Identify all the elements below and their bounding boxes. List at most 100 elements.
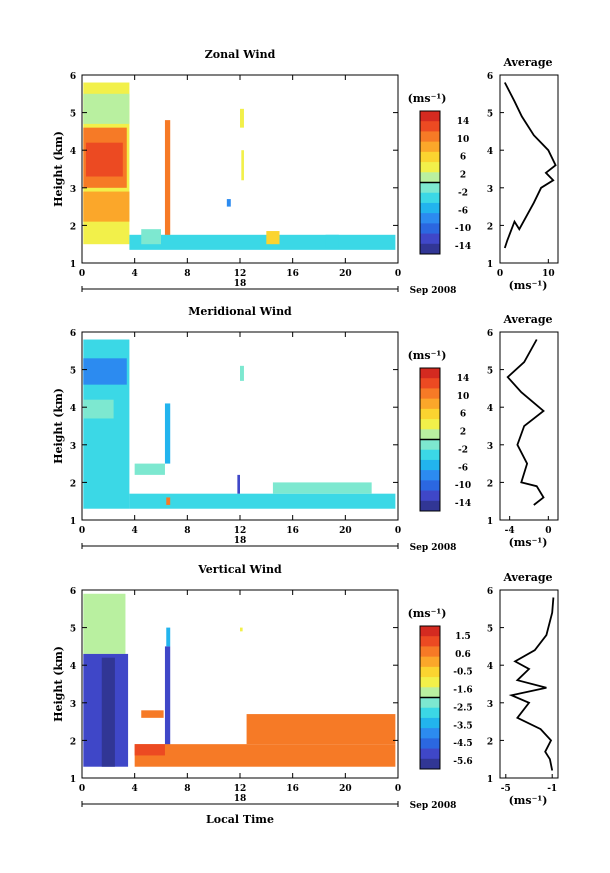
profile-frame — [499, 331, 559, 521]
profile-title: Average — [502, 571, 552, 584]
data-cell — [241, 150, 244, 181]
data-cell — [83, 399, 114, 419]
y-tick-label: 6 — [70, 329, 76, 339]
profile-x-tick-label: -4 — [505, 526, 515, 536]
colorbar-tick-label: 0.6 — [455, 650, 471, 660]
colorbar-tick-label: -5.6 — [453, 757, 472, 767]
data-cell — [83, 593, 126, 654]
data-cell — [166, 627, 171, 647]
x-tick-label: 0 — [79, 784, 85, 794]
colorbar-swatch — [420, 368, 440, 379]
colorbar-swatch — [420, 490, 440, 502]
y-axis-label: Height (km) — [52, 388, 65, 464]
profile-x-label: (ms⁻¹) — [509, 536, 548, 549]
panel-title: Meridional Wind — [188, 305, 292, 318]
colorbar-swatch — [420, 480, 440, 492]
colorbar-swatch — [420, 687, 440, 698]
profile-x-tick-label: 0 — [497, 269, 503, 279]
x-tick-label: 16 — [286, 269, 299, 279]
colorbar-swatch — [420, 121, 440, 132]
data-cell — [83, 93, 130, 124]
x-tick-label: 16 — [286, 784, 299, 794]
y-tick-label: 2 — [70, 737, 76, 747]
x-tick-label: 0 — [395, 269, 401, 279]
data-cell — [141, 229, 161, 245]
panel-title: Zonal Wind — [205, 48, 276, 61]
y-tick-label: 5 — [70, 625, 76, 635]
colorbar-swatch — [420, 439, 440, 451]
data-cell — [101, 657, 115, 767]
colorbar-tick-label: -4.5 — [453, 739, 472, 749]
x-tick-label: 0 — [79, 526, 85, 536]
colorbar-swatch — [420, 656, 440, 668]
profile-y-tick-label: 6 — [487, 587, 493, 597]
x-tick-label: 4 — [132, 526, 138, 536]
x-tick-label: 8 — [184, 784, 190, 794]
profile-y-tick-label: 4 — [487, 147, 493, 157]
profile-y-tick-label: 3 — [487, 442, 493, 452]
x-tick-label: 20 — [339, 526, 352, 536]
x-tick-label: 0 — [395, 526, 401, 536]
x-tick-label: 16 — [286, 526, 299, 536]
colorbar-tick-label: -14 — [455, 499, 471, 509]
colorbar-tick-label: -3.5 — [453, 721, 472, 731]
date-label: Sep 2008 — [410, 801, 457, 811]
colorbar-swatch — [420, 677, 440, 688]
y-tick-label: 4 — [70, 147, 76, 157]
x-tick-label: 12 — [234, 784, 247, 794]
colorbar-swatch — [420, 500, 440, 512]
y-tick-label: 6 — [70, 72, 76, 82]
colorbar-swatch — [420, 470, 440, 481]
y-tick-label: 6 — [70, 587, 76, 597]
colorbar-swatch — [420, 717, 440, 729]
x-tick-label: 4 — [132, 784, 138, 794]
data-cell — [226, 199, 231, 207]
colorbar-swatch — [420, 243, 440, 255]
profile-x-label: (ms⁻¹) — [509, 279, 548, 292]
profile-title: Average — [502, 313, 552, 326]
y-tick-label: 5 — [70, 110, 76, 120]
date-day: 18 — [234, 536, 247, 546]
colorbar-tick-label: -1.6 — [453, 686, 472, 696]
profile-line — [503, 82, 557, 249]
data-cell — [164, 646, 171, 756]
colorbar-swatch — [420, 666, 440, 678]
colorbar-tick-label: -2.5 — [453, 703, 472, 713]
data-cell — [134, 463, 165, 475]
profile-y-tick-label: 1 — [487, 775, 493, 785]
colorbar-swatch — [420, 636, 440, 647]
profile-y-tick-label: 1 — [487, 517, 493, 527]
y-axis-label: Height (km) — [52, 646, 65, 722]
colorbar-swatch — [420, 131, 440, 143]
data-cell — [134, 744, 165, 756]
y-tick-label: 5 — [70, 367, 76, 377]
colorbar-tick-label: -2 — [458, 445, 468, 455]
profile-x-tick-label: 0 — [545, 526, 551, 536]
profile-x-tick-label: -5 — [501, 784, 511, 794]
data-cell — [237, 474, 240, 494]
date-label: Sep 2008 — [410, 543, 457, 553]
profile-frame — [499, 589, 559, 779]
colorbar-tick-label: 6 — [460, 153, 466, 163]
data-cell — [246, 714, 396, 745]
data-cell — [164, 120, 171, 241]
colorbar-swatch — [420, 646, 440, 658]
colorbar-tick-label: -2 — [458, 188, 468, 198]
profile-title: Average — [502, 56, 552, 69]
data-cell — [325, 234, 339, 248]
colorbar-tick-label: 10 — [457, 135, 470, 145]
y-tick-label: 2 — [70, 479, 76, 489]
colorbar-swatch — [420, 162, 440, 173]
y-tick-label: 2 — [70, 222, 76, 232]
colorbar-unit: (ms⁻¹) — [408, 349, 447, 362]
colorbar-unit: (ms⁻¹) — [408, 92, 447, 105]
colorbar-swatch — [420, 111, 440, 122]
profile-x-label: (ms⁻¹) — [509, 794, 548, 807]
colorbar-swatch — [420, 429, 440, 440]
date-day: 18 — [234, 279, 247, 289]
profile-y-tick-label: 3 — [487, 700, 493, 710]
date-day: 18 — [234, 794, 247, 804]
